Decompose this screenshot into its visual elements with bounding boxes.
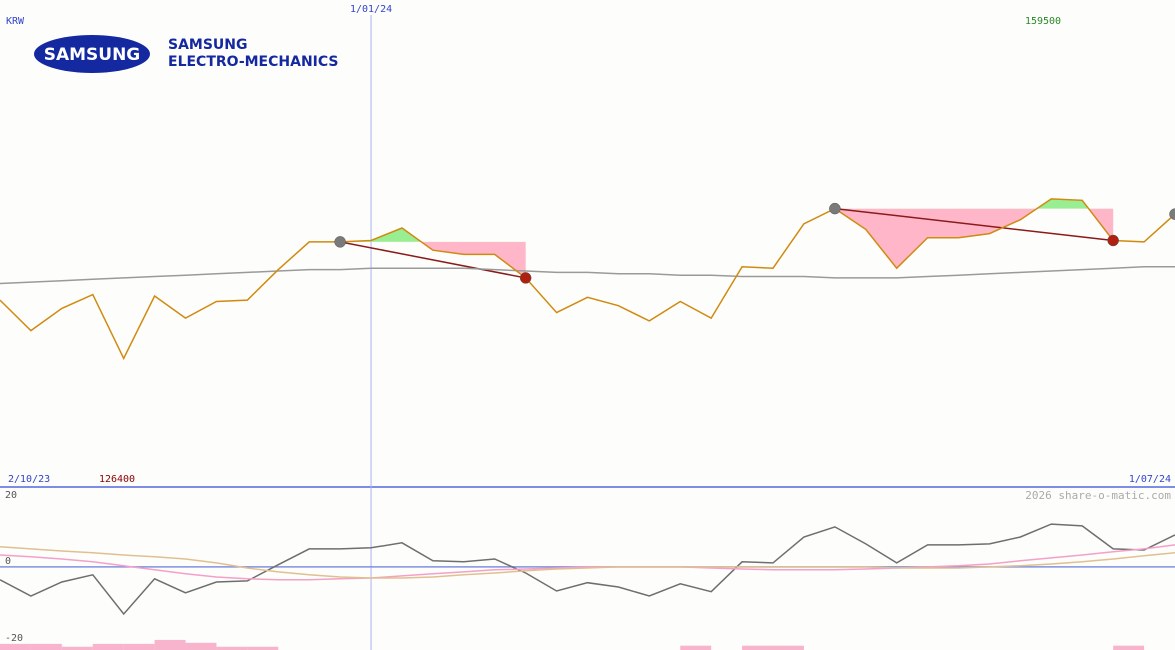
peak-marker <box>1169 208 1175 220</box>
gain-area <box>1036 198 1089 209</box>
trough-marker <box>519 272 532 284</box>
volume-bar <box>185 642 217 650</box>
y-tick-label: 20 <box>5 490 17 501</box>
volume-bar <box>92 643 124 650</box>
logo-ellipse <box>34 35 150 73</box>
volume-bar <box>30 643 62 650</box>
range-max: 159500 <box>1025 16 1061 27</box>
trend-line <box>339 241 526 279</box>
y-tick-label: 0 <box>5 556 11 567</box>
volume-bar <box>154 639 186 650</box>
trend-line <box>834 207 1114 242</box>
trough-marker <box>1107 234 1119 247</box>
fast-line <box>0 544 1175 581</box>
volume-bar <box>123 643 155 650</box>
volume-bar <box>216 646 248 650</box>
y-tick-label: -20 <box>5 633 23 644</box>
volume-bar <box>680 645 712 650</box>
loss-area <box>834 208 1114 269</box>
average-line <box>0 266 1175 285</box>
peak-marker <box>334 236 346 248</box>
price-line <box>0 198 1175 361</box>
range-min: 126400 <box>99 474 135 485</box>
slow-line <box>0 545 1175 579</box>
volume-bar <box>61 646 93 650</box>
volume-bar <box>0 643 31 650</box>
signals <box>339 198 1114 279</box>
loss-area <box>340 241 526 278</box>
x-tick-label: 2/10/23 <box>8 474 50 485</box>
volume-bar <box>773 645 804 650</box>
x-tick-label: 1/07/24 <box>1129 474 1171 485</box>
watermark: 2026 share-o-matic.com <box>1025 489 1171 502</box>
peak-marker <box>829 202 841 215</box>
currency: KRW <box>6 16 25 27</box>
volume-bar <box>1113 645 1145 650</box>
x-tick-label: 1/01/24 <box>350 4 392 15</box>
company-name: ELECTRO-MECHANICS <box>168 54 339 70</box>
momentum-line <box>0 523 1175 616</box>
logo-brand: SAMSUNG <box>44 45 141 65</box>
company-name: SAMSUNG <box>168 37 248 53</box>
gain-area <box>340 228 422 242</box>
volume-bar <box>742 645 774 650</box>
volume-bar <box>247 646 279 650</box>
